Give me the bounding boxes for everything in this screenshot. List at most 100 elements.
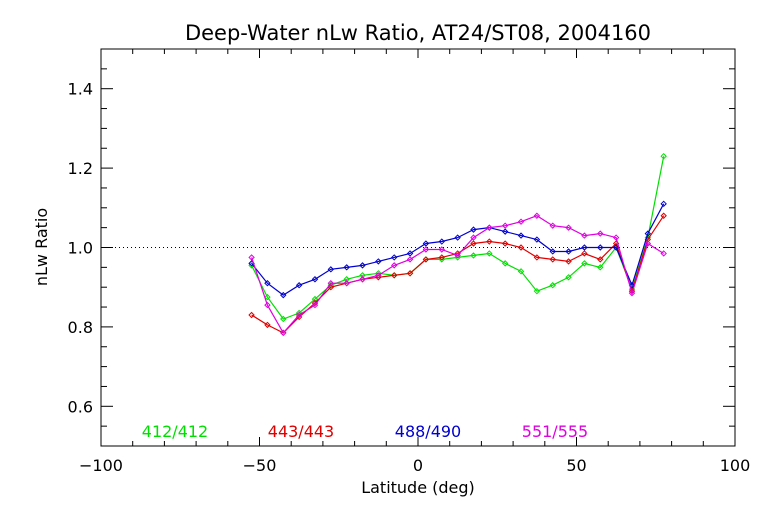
y-tick-label: 0.8 [68, 318, 93, 337]
data-point [454, 252, 461, 259]
data-point [597, 230, 604, 237]
data-point [581, 232, 588, 239]
data-point [517, 244, 525, 251]
data-point [375, 258, 382, 265]
data-point [391, 262, 398, 269]
data-point [391, 272, 398, 279]
data-point [343, 264, 350, 271]
y-axis: 0.6 0.8 1.0 1.2 1.4 [68, 48, 735, 447]
data-point [327, 280, 335, 287]
data-point [517, 268, 525, 275]
data-point [549, 222, 556, 229]
data-point [486, 238, 493, 245]
y-axis-label: nLw Ratio [32, 208, 51, 286]
x-tick-label: 50 [566, 456, 586, 475]
data-point [280, 315, 287, 323]
data-point [359, 276, 366, 283]
data-point [628, 289, 636, 297]
x-tick-label: 0 [413, 456, 423, 475]
data-point [295, 282, 303, 289]
data-point [454, 234, 461, 241]
data-point [406, 250, 414, 257]
data-point [280, 329, 287, 337]
y-tick-label: 1.4 [68, 80, 93, 99]
chart-title: Deep-Water nLw Ratio, AT24/ST08, 2004160 [185, 21, 651, 45]
x-tick-label: −100 [79, 456, 123, 475]
legend-item: 443/443 [268, 422, 334, 441]
data-point [660, 212, 667, 219]
data-point [422, 246, 430, 253]
legend-item: 488/490 [395, 422, 461, 441]
data-point [264, 293, 271, 301]
data-point [549, 248, 556, 255]
data-point [406, 256, 414, 263]
y-tick-label: 0.6 [68, 397, 93, 416]
data-point [311, 276, 319, 283]
data-point [549, 282, 556, 289]
data-point [264, 301, 271, 309]
data-point [581, 260, 588, 267]
data-point [248, 254, 255, 261]
data-point [248, 311, 255, 319]
series-551-555 [248, 212, 667, 337]
data-point [549, 256, 556, 263]
data-point [660, 250, 667, 257]
series-line [251, 215, 665, 334]
data-point [422, 240, 430, 247]
data-point [597, 244, 604, 251]
data-point [438, 254, 445, 261]
data-point [501, 228, 509, 235]
data-point [533, 236, 541, 243]
data-point [597, 256, 604, 263]
data-point [438, 238, 445, 245]
data-point [533, 212, 541, 219]
data-point [581, 250, 588, 257]
data-point [644, 240, 652, 247]
y-tick-label: 1.0 [68, 239, 93, 258]
data-point [327, 266, 335, 273]
data-point [581, 244, 588, 251]
data-point [565, 248, 572, 255]
data-point [501, 240, 509, 247]
x-tick-label: −50 [243, 456, 277, 475]
data-point [264, 280, 271, 287]
data-point [343, 280, 350, 287]
data-point [565, 258, 572, 265]
data-point [517, 218, 525, 225]
data-point [264, 321, 271, 329]
x-axis: −100 −50 0 50 100 [79, 49, 750, 475]
data-point [501, 260, 509, 267]
data-point [470, 234, 477, 241]
legend: 412/412 443/443 488/490 551/555 [142, 422, 588, 441]
x-axis-label: Latitude (deg) [361, 478, 475, 497]
data-point [375, 272, 382, 279]
series-group [248, 152, 667, 337]
y-tick-label: 1.2 [68, 159, 93, 178]
data-point [295, 311, 303, 319]
data-point [660, 152, 667, 160]
data-point [470, 252, 477, 259]
legend-item: 412/412 [142, 422, 208, 441]
data-point [565, 224, 572, 231]
data-point [660, 200, 667, 208]
data-point [486, 250, 493, 257]
data-point [612, 234, 620, 241]
data-point [311, 299, 319, 307]
data-point [391, 254, 398, 261]
data-point [359, 262, 366, 269]
data-point [406, 270, 414, 277]
data-point [422, 256, 430, 263]
data-point [470, 226, 477, 233]
data-point [533, 287, 541, 295]
data-point [280, 291, 287, 299]
data-point [311, 301, 319, 309]
series-488-490 [248, 200, 667, 299]
data-point [597, 264, 604, 271]
data-point [533, 254, 541, 261]
data-point [644, 230, 652, 237]
data-point [438, 246, 445, 253]
series-443-443 [248, 212, 667, 337]
data-point [470, 240, 477, 247]
data-point [517, 232, 525, 239]
